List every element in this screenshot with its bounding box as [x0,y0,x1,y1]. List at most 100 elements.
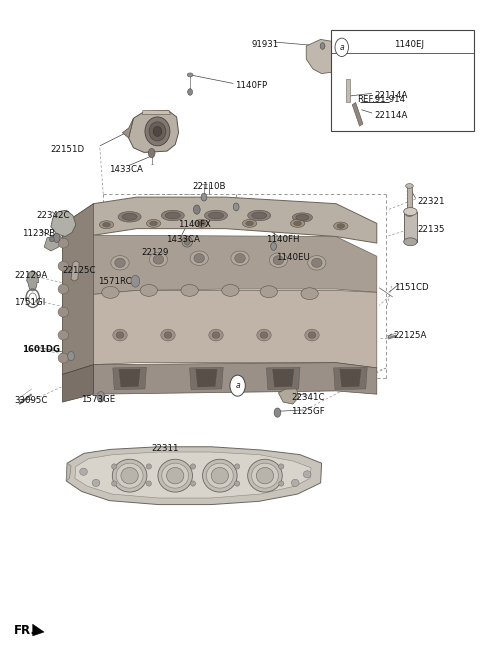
Text: 22114A: 22114A [374,91,408,100]
Ellipse shape [58,284,69,294]
Text: 1125GF: 1125GF [291,407,324,417]
Ellipse shape [404,208,417,215]
Polygon shape [62,235,377,309]
Ellipse shape [190,251,208,265]
Polygon shape [62,290,377,374]
Text: 1601DG: 1601DG [22,345,60,354]
Polygon shape [94,363,377,394]
Ellipse shape [146,464,152,469]
Ellipse shape [181,284,198,296]
Ellipse shape [231,251,249,265]
Ellipse shape [337,223,345,229]
Circle shape [336,38,342,47]
Circle shape [274,408,281,417]
Ellipse shape [187,73,193,77]
Ellipse shape [303,470,311,478]
Polygon shape [75,452,311,498]
Polygon shape [196,369,217,387]
Polygon shape [190,367,223,390]
Text: a: a [339,43,344,52]
FancyBboxPatch shape [346,79,350,102]
Text: 1573GE: 1573GE [81,395,115,404]
Ellipse shape [252,212,267,219]
Text: 22341C: 22341C [291,393,324,402]
Ellipse shape [305,329,319,341]
Text: 22321: 22321 [418,197,445,206]
Ellipse shape [111,256,129,270]
Ellipse shape [49,237,54,242]
Polygon shape [66,447,322,505]
Polygon shape [306,39,342,74]
Ellipse shape [222,284,239,296]
Ellipse shape [308,256,326,270]
Ellipse shape [278,481,284,486]
Ellipse shape [194,219,209,227]
Ellipse shape [190,464,196,469]
Text: 22151D: 22151D [50,145,84,154]
Ellipse shape [301,288,318,300]
Ellipse shape [209,329,223,341]
Text: 1123PB: 1123PB [22,229,55,238]
Text: 1751GI: 1751GI [14,298,46,307]
Ellipse shape [103,222,110,227]
Circle shape [188,89,192,95]
Ellipse shape [292,213,312,222]
Text: 1140FH: 1140FH [266,235,300,244]
Ellipse shape [278,464,284,469]
Circle shape [148,148,155,158]
Polygon shape [278,388,299,404]
Ellipse shape [58,330,69,340]
Ellipse shape [334,222,348,230]
Ellipse shape [58,261,69,271]
Ellipse shape [206,463,233,488]
Polygon shape [113,367,146,390]
Ellipse shape [273,256,284,265]
Ellipse shape [58,307,69,317]
Text: 1140EJ: 1140EJ [394,39,423,49]
Polygon shape [273,369,294,387]
Text: 22135: 22135 [418,225,445,234]
Ellipse shape [102,286,119,298]
Ellipse shape [198,221,205,226]
Ellipse shape [184,238,190,245]
FancyBboxPatch shape [331,30,474,131]
Ellipse shape [235,464,240,469]
Ellipse shape [294,221,301,226]
Text: 22311: 22311 [152,444,180,453]
Circle shape [230,375,245,396]
Bar [407,187,412,214]
Text: 22342C: 22342C [36,211,70,220]
Ellipse shape [308,332,316,338]
Text: a: a [235,381,240,390]
Ellipse shape [167,468,184,484]
Polygon shape [51,210,76,237]
Polygon shape [340,369,361,387]
Ellipse shape [162,463,189,488]
Ellipse shape [290,219,305,227]
Ellipse shape [190,481,196,486]
Ellipse shape [248,210,271,221]
Text: 22114A: 22114A [374,111,408,120]
Text: 1140FX: 1140FX [178,219,210,229]
Circle shape [271,242,276,250]
Polygon shape [119,369,140,387]
Bar [404,212,417,242]
Circle shape [233,203,239,211]
Text: 22129A: 22129A [14,271,48,281]
Ellipse shape [312,258,322,267]
Ellipse shape [145,117,170,146]
Ellipse shape [296,214,309,221]
Ellipse shape [58,238,69,248]
Ellipse shape [203,459,237,492]
Ellipse shape [242,219,257,227]
Ellipse shape [153,255,164,264]
Ellipse shape [260,286,277,298]
Ellipse shape [161,210,184,221]
Circle shape [193,205,200,214]
Polygon shape [142,110,170,114]
Ellipse shape [235,481,240,486]
Ellipse shape [111,481,117,486]
Ellipse shape [121,468,138,484]
Text: 1140EU: 1140EU [276,253,310,262]
Ellipse shape [406,212,413,217]
